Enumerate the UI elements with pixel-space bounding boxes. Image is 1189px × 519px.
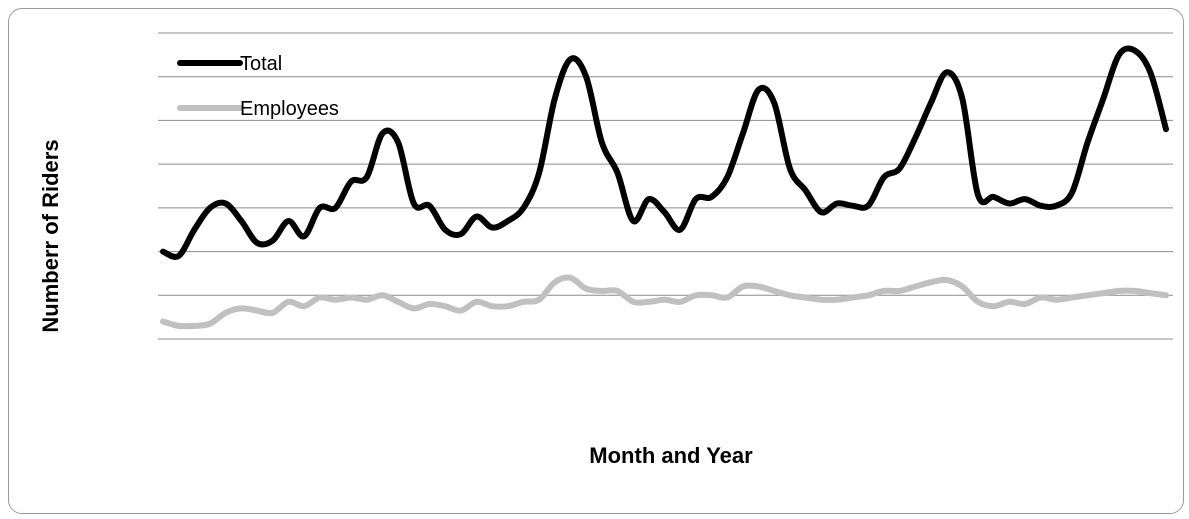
legend: Total Employees	[177, 53, 339, 120]
y-axis-title: Numberr of Riders	[38, 139, 63, 332]
legend-label-employees: Employees	[240, 98, 339, 120]
gridlines	[158, 32, 1173, 340]
legend-label-total: Total	[240, 53, 282, 75]
series-line-total	[160, 45, 1169, 260]
series-line-employees	[160, 274, 1169, 330]
series-lines	[160, 45, 1169, 330]
chart-frame	[8, 8, 1184, 514]
x-axis-title: Month and Year	[589, 443, 753, 468]
